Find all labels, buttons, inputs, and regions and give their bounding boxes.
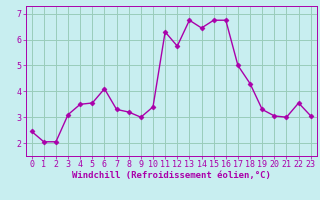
X-axis label: Windchill (Refroidissement éolien,°C): Windchill (Refroidissement éolien,°C) — [72, 171, 271, 180]
